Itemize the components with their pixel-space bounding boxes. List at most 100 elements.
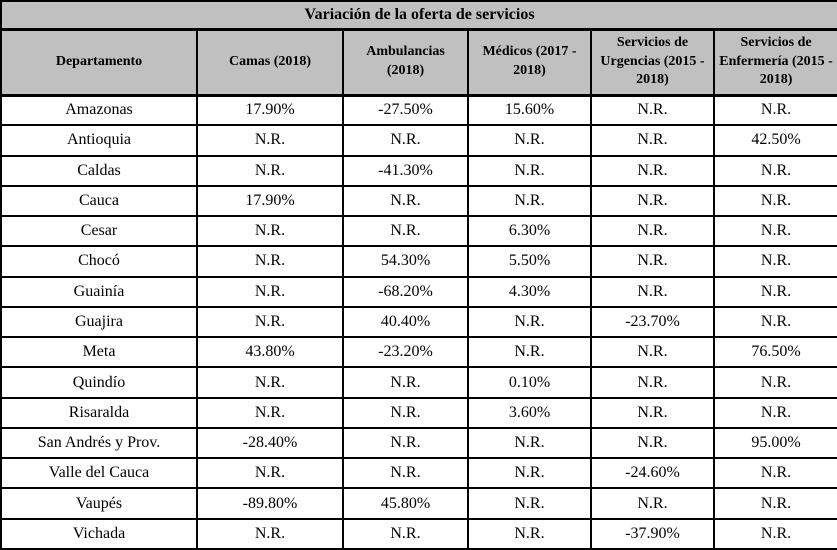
table-row: Antioquia N.R. N.R. N.R. N.R. 42.50% xyxy=(0,124,837,157)
table-row: Meta 43.80% -23.20% N.R. N.R. 76.50% xyxy=(0,336,837,369)
value-cell: -37.90% xyxy=(590,517,715,550)
value-cell: N.R. xyxy=(196,275,344,308)
value-cell: N.R. xyxy=(196,305,344,339)
value-cell: N.R. xyxy=(467,124,592,157)
value-cell: 95.00% xyxy=(712,426,837,460)
department-cell: Guajira xyxy=(0,305,198,339)
value-cell: N.R. xyxy=(196,366,344,399)
value-cell: N.R. xyxy=(712,457,837,490)
value-cell: N.R. xyxy=(467,184,592,218)
department-cell: Cesar xyxy=(0,215,198,248)
value-cell: N.R. xyxy=(342,396,469,429)
value-cell: 0.10% xyxy=(467,366,592,399)
value-cell: N.R. xyxy=(590,245,715,278)
department-cell: Caldas xyxy=(0,154,198,187)
value-cell: N.R. xyxy=(590,184,715,218)
table-row: San Andrés y Prov. -28.40% N.R. N.R. N.R. 95.… xyxy=(0,426,837,460)
value-cell: -28.40% xyxy=(196,426,344,460)
value-cell: N.R. xyxy=(196,215,344,248)
value-cell: N.R. xyxy=(467,457,592,490)
value-cell: N.R. xyxy=(467,517,592,550)
column-header-enfermeria: Servicios de Enfermería (2015 - 2018) xyxy=(712,28,837,97)
value-cell: N.R. xyxy=(590,275,715,308)
value-cell: N.R. xyxy=(467,305,592,339)
column-header-camas: Camas (2018) xyxy=(196,28,344,97)
value-cell: N.R. xyxy=(712,154,837,187)
value-cell: N.R. xyxy=(712,215,837,248)
value-cell: N.R. xyxy=(712,275,837,308)
value-cell: 42.50% xyxy=(712,124,837,157)
value-cell: 76.50% xyxy=(712,336,837,369)
value-cell: N.R. xyxy=(590,336,715,369)
value-cell: N.R. xyxy=(196,154,344,187)
table-row: Guajira N.R. 40.40% N.R. -23.70% N.R. xyxy=(0,305,837,339)
value-cell: N.R. xyxy=(342,426,469,460)
department-cell: Chocó xyxy=(0,245,198,278)
value-cell: N.R. xyxy=(467,426,592,460)
department-cell: Guainía xyxy=(0,275,198,308)
value-cell: N.R. xyxy=(712,517,837,550)
value-cell: N.R. xyxy=(712,487,837,520)
department-cell: Vichada xyxy=(0,517,198,550)
table-row: Vaupés -89.80% 45.80% N.R. N.R. N.R. xyxy=(0,487,837,520)
department-cell: Amazonas xyxy=(0,93,198,127)
value-cell: -27.50% xyxy=(342,93,469,127)
value-cell: N.R. xyxy=(342,184,469,218)
value-cell: 6.30% xyxy=(467,215,592,248)
table-row: Quindío N.R. N.R. 0.10% N.R. N.R. xyxy=(0,366,837,399)
value-cell: N.R. xyxy=(467,154,592,187)
value-cell: N.R. xyxy=(590,93,715,127)
table-row: Chocó N.R. 54.30% 5.50% N.R. N.R. xyxy=(0,245,837,278)
value-cell: N.R. xyxy=(196,396,344,429)
value-cell: 45.80% xyxy=(342,487,469,520)
department-cell: San Andrés y Prov. xyxy=(0,426,198,460)
value-cell: N.R. xyxy=(467,336,592,369)
department-cell: Risaralda xyxy=(0,396,198,429)
column-header-urgencias: Servicios de Urgencias (2015 - 2018) xyxy=(590,28,715,97)
value-cell: N.R. xyxy=(712,366,837,399)
value-cell: -41.30% xyxy=(342,154,469,187)
value-cell: N.R. xyxy=(590,396,715,429)
value-cell: N.R. xyxy=(590,426,715,460)
value-cell: N.R. xyxy=(196,124,344,157)
table-row: Guainía N.R. -68.20% 4.30% N.R. N.R. xyxy=(0,275,837,308)
value-cell: N.R. xyxy=(712,305,837,339)
value-cell: 17.90% xyxy=(196,93,344,127)
column-header-departamento: Departamento xyxy=(0,28,198,97)
table-row: Cesar N.R. N.R. 6.30% N.R. N.R. xyxy=(0,215,837,248)
value-cell: -23.70% xyxy=(590,305,715,339)
value-cell: N.R. xyxy=(712,245,837,278)
value-cell: N.R. xyxy=(590,124,715,157)
value-cell: N.R. xyxy=(342,517,469,550)
department-cell: Vaupés xyxy=(0,487,198,520)
value-cell: N.R. xyxy=(590,487,715,520)
value-cell: N.R. xyxy=(712,184,837,218)
department-cell: Antioquia xyxy=(0,124,198,157)
column-header-ambulancias: Ambulancias (2018) xyxy=(342,28,469,97)
table-body: Amazonas 17.90% -27.50% 15.60% N.R. N.R. Antio… xyxy=(0,93,837,550)
table-row: Cauca 17.90% N.R. N.R. N.R. N.R. xyxy=(0,184,837,218)
value-cell: N.R. xyxy=(196,517,344,550)
value-cell: N.R. xyxy=(590,366,715,399)
value-cell: -23.20% xyxy=(342,336,469,369)
department-cell: Valle del Cauca xyxy=(0,457,198,490)
value-cell: N.R. xyxy=(342,124,469,157)
table-title: Variación de la oferta de servicios xyxy=(0,0,837,31)
value-cell: 4.30% xyxy=(467,275,592,308)
value-cell: -89.80% xyxy=(196,487,344,520)
value-cell: N.R. xyxy=(342,366,469,399)
value-cell: 17.90% xyxy=(196,184,344,218)
table-row: Amazonas 17.90% -27.50% 15.60% N.R. N.R. xyxy=(0,93,837,127)
value-cell: 54.30% xyxy=(342,245,469,278)
table-title-row: Variación de la oferta de servicios xyxy=(0,0,837,31)
value-cell: 40.40% xyxy=(342,305,469,339)
value-cell: -68.20% xyxy=(342,275,469,308)
table-row: Caldas N.R. -41.30% N.R. N.R. N.R. xyxy=(0,154,837,187)
value-cell: N.R. xyxy=(196,245,344,278)
table-row: Valle del Cauca N.R. N.R. N.R. -24.60% N.R. xyxy=(0,457,837,490)
table-row: Vichada N.R. N.R. N.R. -37.90% N.R. xyxy=(0,517,837,550)
value-cell: N.R. xyxy=(590,154,715,187)
table-header-row: Departamento Camas (2018) Ambulancias (2… xyxy=(0,28,837,97)
department-cell: Meta xyxy=(0,336,198,369)
